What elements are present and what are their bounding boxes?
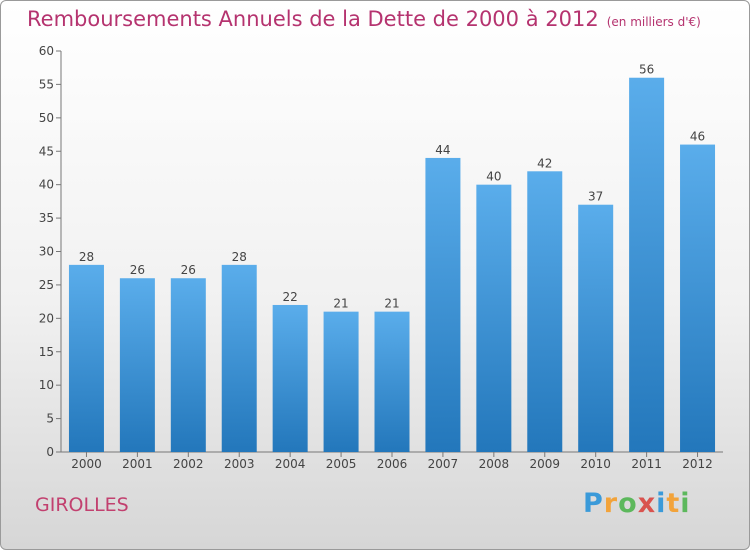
x-tick-label: 2010 bbox=[580, 457, 611, 471]
y-tick-label: 15 bbox=[39, 345, 54, 359]
bar bbox=[68, 264, 104, 452]
bar bbox=[221, 264, 257, 452]
bar bbox=[323, 311, 359, 452]
logo-letter: t bbox=[666, 488, 681, 519]
bar bbox=[272, 304, 308, 452]
x-tick-label: 2001 bbox=[122, 457, 153, 471]
logo-letter: i bbox=[656, 488, 667, 519]
y-tick-label: 35 bbox=[39, 211, 54, 225]
bar bbox=[425, 157, 461, 452]
data-label: 28 bbox=[232, 250, 247, 264]
y-tick-label: 30 bbox=[39, 245, 54, 259]
x-tick-label: 2012 bbox=[682, 457, 713, 471]
logo-letter: r bbox=[603, 488, 619, 519]
x-tick-label: 2003 bbox=[224, 457, 255, 471]
data-label: 44 bbox=[435, 143, 450, 157]
data-label: 21 bbox=[384, 297, 399, 311]
y-tick-label: 60 bbox=[39, 44, 54, 58]
y-tick-label: 20 bbox=[39, 311, 54, 325]
logo-letter: o bbox=[618, 488, 638, 519]
axes: 0 5 10 15 20 25 30 35 40 45 50 55 60 bbox=[39, 44, 723, 459]
x-tick-label: 2002 bbox=[173, 457, 204, 471]
y-tick-label: 5 bbox=[46, 412, 54, 426]
y-tick-label: 10 bbox=[39, 378, 54, 392]
title-unit: (en milliers d'€) bbox=[606, 15, 701, 29]
data-label: 37 bbox=[588, 190, 603, 204]
x-tick-label: 2011 bbox=[631, 457, 662, 471]
proxiti-logo[interactable]: Proxiti bbox=[583, 488, 691, 519]
data-label: 42 bbox=[537, 156, 552, 170]
data-label: 22 bbox=[283, 290, 298, 304]
town-name: GIROLLES bbox=[35, 494, 129, 516]
data-label: 28 bbox=[79, 250, 94, 264]
title-text: Remboursements Annuels de la Dette de 20… bbox=[27, 7, 599, 31]
y-tick-label: 55 bbox=[39, 77, 54, 91]
bar bbox=[680, 144, 716, 453]
data-label: 21 bbox=[333, 297, 348, 311]
logo-letter: x bbox=[637, 488, 657, 519]
y-tick-label: 0 bbox=[46, 445, 54, 459]
bars bbox=[68, 77, 716, 453]
data-label: 46 bbox=[690, 130, 705, 144]
x-tick-label: 2005 bbox=[326, 457, 357, 471]
bar bbox=[527, 171, 563, 453]
chart-title: Remboursements Annuels de la Dette de 20… bbox=[27, 7, 701, 31]
x-tick-label: 2007 bbox=[428, 457, 459, 471]
logo-letter: P bbox=[583, 488, 604, 519]
bar bbox=[578, 204, 614, 452]
bar bbox=[629, 77, 665, 452]
y-tick-label: 50 bbox=[39, 111, 54, 125]
logo-letter: i bbox=[680, 488, 691, 519]
bar bbox=[170, 278, 206, 452]
labels: 2000 28 2001 26 2002 26 2003 28 2004 22 2005 21 2006… bbox=[71, 63, 713, 471]
data-label: 56 bbox=[639, 63, 654, 77]
bar bbox=[476, 184, 512, 452]
y-tick-label: 45 bbox=[39, 144, 54, 158]
x-tick-label: 2000 bbox=[71, 457, 102, 471]
x-tick-label: 2009 bbox=[529, 457, 560, 471]
bar bbox=[374, 311, 410, 452]
y-tick-label: 25 bbox=[39, 278, 54, 292]
data-label: 26 bbox=[181, 263, 196, 277]
x-tick-label: 2006 bbox=[377, 457, 408, 471]
x-tick-label: 2008 bbox=[479, 457, 510, 471]
x-tick-label: 2004 bbox=[275, 457, 306, 471]
y-tick-label: 40 bbox=[39, 178, 54, 192]
data-label: 40 bbox=[486, 170, 501, 184]
bar bbox=[119, 278, 155, 452]
data-label: 26 bbox=[130, 263, 145, 277]
